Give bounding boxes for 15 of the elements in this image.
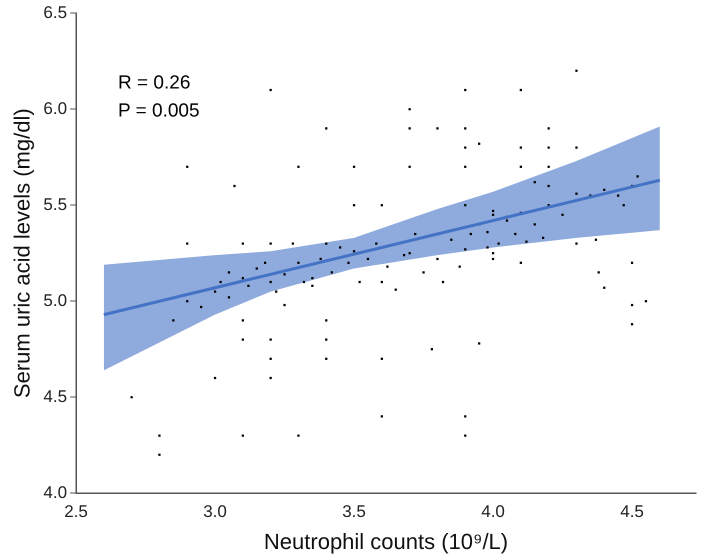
annotation: R = 0.26 <box>118 72 190 94</box>
y-tick-label: 5.5 <box>43 194 68 214</box>
annotation: P = 0.005 <box>118 100 200 122</box>
y-tick-label: 4.5 <box>43 386 68 406</box>
x-tick-label: 3.0 <box>203 502 227 522</box>
x-tick-label: 4.5 <box>620 502 644 522</box>
x-tick-label: 4.0 <box>481 502 505 522</box>
y-tick-label: 5.0 <box>43 290 68 310</box>
y-tick-label: 6.0 <box>43 98 68 118</box>
x-tick-label: 3.5 <box>342 502 366 522</box>
x-tick-label: 2.5 <box>64 502 88 522</box>
y-tick-label: 6.5 <box>43 2 68 22</box>
y-axis-title: Serum uric acid levels (mg/dl) <box>9 108 34 398</box>
x-axis-title: Neutrophil counts (10⁹/L) <box>264 528 508 554</box>
y-tick-label: 4.0 <box>43 482 68 502</box>
